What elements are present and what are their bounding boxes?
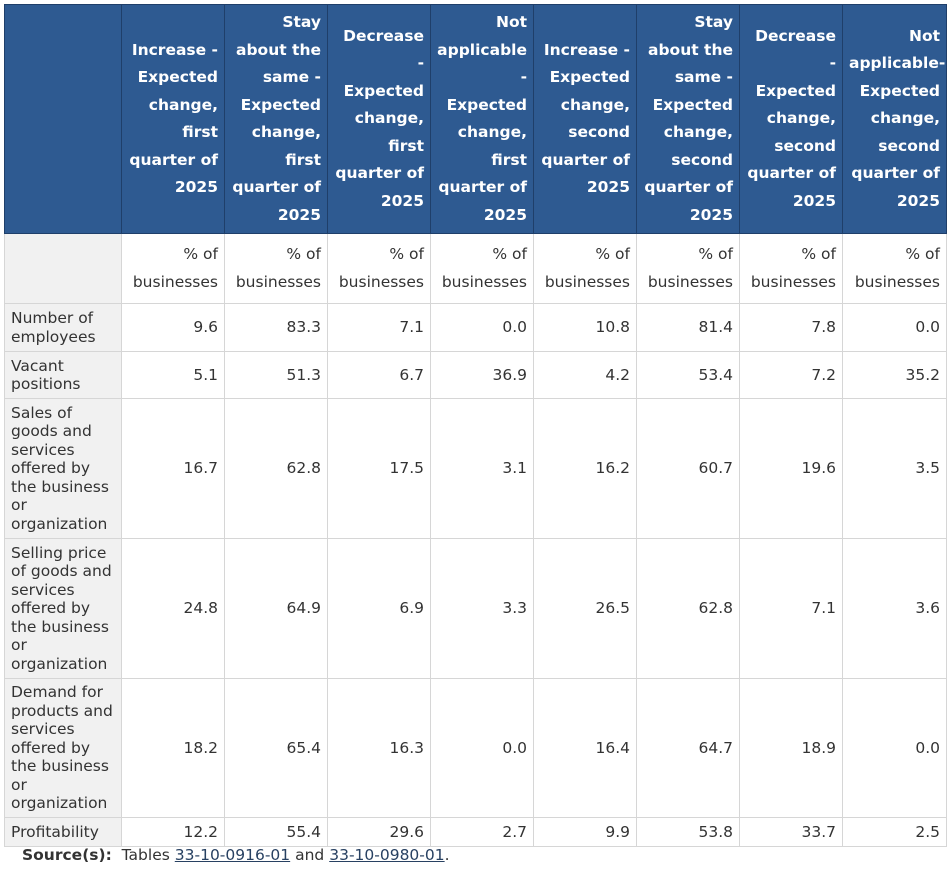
source-middle: and — [295, 846, 325, 864]
table-cell: 16.3 — [327, 678, 431, 818]
table-cell: 2.7 — [430, 817, 534, 847]
table-cell: 17.5 — [327, 398, 431, 539]
unit-cell: % of businesses — [842, 233, 947, 304]
table-cell: 19.6 — [739, 398, 843, 539]
table-cell: 7.1 — [739, 538, 843, 679]
table-cell: 9.6 — [121, 303, 225, 352]
table-cell: 0.0 — [842, 303, 947, 352]
row-header: Selling price of goods and services offe… — [4, 538, 122, 679]
table-row: Sales of goods and services offered by t… — [4, 398, 947, 539]
table-cell: 7.2 — [739, 351, 843, 399]
table-cell: 12.2 — [121, 817, 225, 847]
table-cell: 6.7 — [327, 351, 431, 399]
table-cell: 24.8 — [121, 538, 225, 679]
table-cell: 6.9 — [327, 538, 431, 679]
table-cell: 3.6 — [842, 538, 947, 679]
table-row: Selling price of goods and services offe… — [4, 538, 947, 679]
table-cell: 55.4 — [224, 817, 328, 847]
header-row: Increase - Expected change, first quarte… — [4, 4, 947, 234]
table-cell: 2.5 — [842, 817, 947, 847]
table-cell: 64.7 — [636, 678, 740, 818]
source-prefix: Tables — [121, 846, 170, 864]
table-cell: 29.6 — [327, 817, 431, 847]
table-cell: 60.7 — [636, 398, 740, 539]
table-cell: 7.8 — [739, 303, 843, 352]
column-header: Stay about the same - Expected change, f… — [224, 4, 328, 234]
data-table: Increase - Expected change, first quarte… — [4, 4, 947, 847]
table-cell: 36.9 — [430, 351, 534, 399]
unit-cell: % of businesses — [327, 233, 431, 304]
unit-cell: % of businesses — [533, 233, 637, 304]
table-row: Vacant positions 5.1 51.3 6.7 36.9 4.2 5… — [4, 351, 947, 399]
table-cell: 3.3 — [430, 538, 534, 679]
row-header: Vacant positions — [4, 351, 122, 399]
column-header: Not applicable- Expected change, second … — [842, 4, 947, 234]
unit-cell: % of businesses — [739, 233, 843, 304]
table-cell: 4.2 — [533, 351, 637, 399]
unit-cell: % of businesses — [224, 233, 328, 304]
row-header: Profitability — [4, 817, 122, 847]
row-header: Demand for products and services offered… — [4, 678, 122, 818]
source-label: Source(s): — [22, 846, 112, 864]
table-row: Profitability 12.2 55.4 29.6 2.7 9.9 53.… — [4, 817, 947, 847]
source-suffix: . — [444, 846, 450, 864]
table-cell: 53.4 — [636, 351, 740, 399]
table-cell: 16.2 — [533, 398, 637, 539]
table-cell: 81.4 — [636, 303, 740, 352]
column-header: Decrease - Expected change, second quart… — [739, 4, 843, 234]
table-cell: 0.0 — [430, 303, 534, 352]
row-header: Number of employees — [4, 303, 122, 352]
table-cell: 3.1 — [430, 398, 534, 539]
column-header: Increase - Expected change, first quarte… — [121, 4, 225, 234]
table-cell: 65.4 — [224, 678, 328, 818]
table-row: Number of employees 9.6 83.3 7.1 0.0 10.… — [4, 303, 947, 352]
unit-cell: % of businesses — [636, 233, 740, 304]
table-cell: 26.5 — [533, 538, 637, 679]
table-cell: 18.9 — [739, 678, 843, 818]
unit-cell: % of businesses — [430, 233, 534, 304]
column-header: Decrease - Expected change, first quarte… — [327, 4, 431, 234]
units-row: % of businesses % of businesses % of bus… — [4, 233, 947, 304]
table-cell: 18.2 — [121, 678, 225, 818]
table-cell: 0.0 — [842, 678, 947, 818]
table-cell: 3.5 — [842, 398, 947, 539]
data-table-container: Increase - Expected change, first quarte… — [4, 4, 947, 847]
source-link-table-1[interactable]: 33-10-0916-01 — [174, 846, 291, 864]
table-cell: 51.3 — [224, 351, 328, 399]
table-cell: 33.7 — [739, 817, 843, 847]
table-cell: 62.8 — [636, 538, 740, 679]
table-cell: 53.8 — [636, 817, 740, 847]
header-corner-cell — [4, 4, 122, 234]
table-cell: 83.3 — [224, 303, 328, 352]
column-header: Increase - Expected change, second quart… — [533, 4, 637, 234]
table-row: Demand for products and services offered… — [4, 678, 947, 818]
table-cell: 62.8 — [224, 398, 328, 539]
table-cell: 10.8 — [533, 303, 637, 352]
column-header: Not applicable - Expected change, first … — [430, 4, 534, 234]
table-cell: 5.1 — [121, 351, 225, 399]
column-header: Stay about the same - Expected change, s… — [636, 4, 740, 234]
table-cell: 64.9 — [224, 538, 328, 679]
table-cell: 16.4 — [533, 678, 637, 818]
table-cell: 0.0 — [430, 678, 534, 818]
table-cell: 16.7 — [121, 398, 225, 539]
units-corner-cell — [4, 233, 122, 304]
row-header: Sales of goods and services offered by t… — [4, 398, 122, 539]
table-cell: 35.2 — [842, 351, 947, 399]
table-cell: 9.9 — [533, 817, 637, 847]
source-link-table-2[interactable]: 33-10-0980-01 — [329, 846, 445, 864]
unit-cell: % of businesses — [121, 233, 225, 304]
source-note: Source(s): Tables 33-10-0916-01 and 33-1… — [22, 846, 450, 864]
table-cell: 7.1 — [327, 303, 431, 352]
